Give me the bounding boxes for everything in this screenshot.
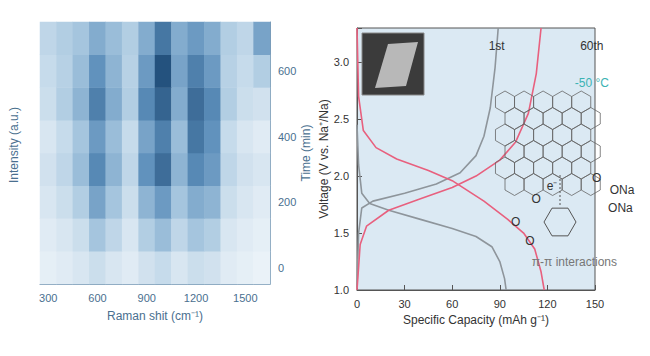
- svg-text:2.5: 2.5: [334, 113, 349, 125]
- svg-text:0: 0: [278, 262, 284, 274]
- svg-text:30: 30: [398, 298, 410, 310]
- svg-text:ONa: ONa: [610, 183, 635, 197]
- svg-text:400: 400: [278, 131, 296, 143]
- svg-text:900: 900: [138, 292, 156, 304]
- svg-text:600: 600: [88, 292, 106, 304]
- svg-text:300: 300: [39, 292, 57, 304]
- svg-text:Voltage (V vs. Na⁺/Na): Voltage (V vs. Na⁺/Na): [317, 99, 331, 218]
- svg-text:1.0: 1.0: [334, 284, 349, 296]
- svg-text:90: 90: [494, 298, 506, 310]
- svg-text:Specific Capacity (mAh g⁻¹): Specific Capacity (mAh g⁻¹): [403, 313, 549, 327]
- svg-text:Time (min): Time (min): [299, 125, 313, 182]
- svg-text:1st: 1st: [489, 39, 506, 53]
- svg-text:120: 120: [538, 298, 556, 310]
- svg-text:O: O: [511, 215, 520, 229]
- svg-text:3.0: 3.0: [334, 56, 349, 68]
- svg-text:200: 200: [278, 196, 296, 208]
- svg-text:O: O: [532, 192, 541, 206]
- svg-text:60: 60: [446, 298, 458, 310]
- svg-text:600: 600: [278, 65, 296, 77]
- svg-text:60th: 60th: [580, 39, 603, 53]
- svg-text:1500: 1500: [233, 292, 257, 304]
- svg-text:1.5: 1.5: [334, 227, 349, 239]
- svg-text:0: 0: [354, 298, 360, 310]
- svg-text:O: O: [525, 234, 534, 248]
- svg-text:2.0: 2.0: [334, 170, 349, 182]
- svg-text:ONa: ONa: [608, 201, 633, 215]
- svg-text:-50 °C: -50 °C: [575, 76, 609, 90]
- svg-text:π-π interactions: π-π interactions: [532, 255, 617, 269]
- svg-text:O: O: [592, 171, 601, 185]
- svg-text:Intensity (a.u.): Intensity (a.u.): [7, 107, 21, 183]
- svg-text:150: 150: [586, 298, 604, 310]
- svg-text:1200: 1200: [184, 292, 208, 304]
- svg-text:e⁻: e⁻: [547, 179, 558, 193]
- svg-text:Raman shit (cm⁻¹): Raman shit (cm⁻¹): [107, 309, 203, 323]
